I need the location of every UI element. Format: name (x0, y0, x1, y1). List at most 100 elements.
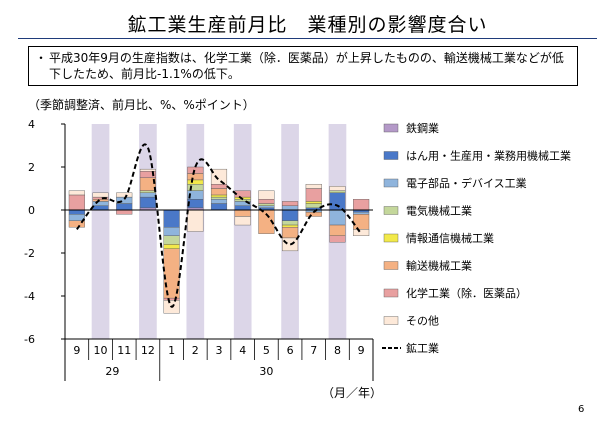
bar-segment (139, 196, 156, 209)
bar-segment (210, 183, 228, 189)
bar-segment (305, 201, 322, 204)
y-tick-label: 4 (28, 118, 35, 131)
bar-segment (68, 220, 85, 228)
bar-segment (92, 192, 109, 198)
shaded-band (91, 124, 110, 339)
bar-segment (68, 190, 85, 196)
bar-segment (163, 235, 180, 245)
bar-segment (329, 192, 346, 211)
legend-label: その他 (406, 315, 439, 328)
bar-segment (282, 237, 299, 252)
shaded-band (233, 124, 252, 339)
bar-segment (329, 209, 346, 226)
bar-segment (282, 205, 299, 211)
x-tick-label: 12 (141, 344, 155, 357)
year-label: 30 (259, 365, 273, 378)
bar-segment (139, 168, 156, 172)
bar-segment (116, 209, 133, 215)
bar-segment (282, 220, 299, 226)
bar-segment (353, 199, 370, 211)
bar-segment (210, 168, 228, 185)
bar-segment (116, 192, 133, 198)
bar-segment (210, 188, 228, 196)
bar-segment (258, 199, 275, 204)
y-tick-label: -6 (24, 333, 35, 346)
x-tick-label: 10 (94, 344, 108, 357)
shaded-band (139, 124, 157, 339)
bar-segment (305, 183, 322, 189)
bar-segment (282, 224, 299, 228)
legend-label: 輸送機械工業 (406, 259, 472, 273)
note-bullet: ・ (35, 51, 48, 65)
legend-swatch (383, 316, 399, 325)
bar-segment (329, 235, 346, 243)
bar-segment (187, 173, 204, 181)
bar-segment (353, 211, 370, 215)
bar-segment (187, 179, 204, 185)
bar-segment (139, 190, 156, 193)
bar-segment (92, 205, 109, 211)
y-tick-label: -2 (24, 247, 35, 260)
legend-swatch (383, 178, 399, 188)
x-tick-label: 1 (168, 344, 175, 357)
unit-label: （季節調整済、前月比、%、%ポイント） (28, 98, 255, 112)
legend-label: はん用・生産用・業務用機械工業 (406, 149, 571, 163)
bar-segment (258, 205, 275, 209)
legend-swatch (383, 233, 399, 243)
legend-swatch (383, 206, 399, 215)
bar-segment (210, 194, 228, 198)
bar-segment (187, 209, 204, 232)
bar-segment (282, 209, 299, 221)
bar-segment (68, 209, 85, 215)
legend-swatch (383, 123, 399, 133)
bar-segment (210, 203, 228, 211)
bar-segment (353, 229, 370, 237)
x-tick-label: 8 (334, 344, 341, 357)
bar-segment (353, 214, 370, 230)
bar-segment (210, 199, 228, 204)
legend-label: 鉱工業 (406, 341, 439, 355)
total-line (76, 143, 362, 308)
x-tick-label: 9 (358, 344, 365, 357)
x-tick-label: 11 (117, 344, 131, 357)
y-tick-label: -4 (24, 290, 35, 303)
bar-segment (234, 209, 251, 217)
shaded-bands (91, 124, 347, 339)
bar-segment (68, 194, 85, 211)
summary-note-box: ・ 平成30年9月の生産指数は、化学工業（除．医薬品）が上昇したものの、輸送機械… (28, 46, 578, 86)
legend-swatch (383, 288, 399, 298)
legend-label: 化学工業（除．医薬品） (406, 286, 527, 300)
legend-label: 鉄鋼業 (406, 121, 439, 135)
x-tick-label: 3 (216, 344, 223, 357)
x-axis-labels: 9 10 11 12 1 2 3 4 5 6 7 8 929 30 (73, 344, 364, 378)
y-tick-label: 0 (28, 204, 35, 217)
summary-note-text: 平成30年9月の生産指数は、化学工業（除．医薬品）が上昇したものの、輸送機械工業… (49, 51, 564, 81)
x-tick-label: 4 (239, 344, 246, 357)
y-tick-label: 2 (28, 161, 35, 174)
chart-legend: 鉄鋼業はん用・生産用・業務用機械工業電子部品・デバイス工業電気機械工業情報通信機… (382, 121, 571, 355)
legend-label: 電子部品・デバイス工業 (406, 176, 527, 190)
x-tick-label: 2 (192, 344, 199, 357)
bar-segment (234, 216, 251, 226)
bar-segment (329, 186, 346, 191)
chart-axes (64, 124, 374, 381)
bar-segment (282, 226, 299, 239)
bar-segment (305, 203, 322, 209)
x-tick-label: 5 (263, 344, 270, 357)
bar-segment (329, 224, 346, 237)
bar-segment (305, 211, 322, 217)
page-title: 鉱工業生産前月比 業種別の影響度合い (127, 14, 488, 36)
bar-segment (210, 196, 228, 200)
bar-segment (92, 201, 109, 206)
bar-segment (187, 199, 204, 209)
bar-segment (329, 190, 346, 193)
bar-stacks (68, 166, 370, 314)
bar-segment (163, 209, 180, 228)
total-line-layer (76, 143, 362, 308)
bar-segment (92, 199, 109, 202)
page-number: 6 (578, 404, 585, 415)
title-divider (18, 38, 597, 39)
bar-segment (163, 244, 180, 249)
x-tick-label: 9 (73, 344, 80, 357)
